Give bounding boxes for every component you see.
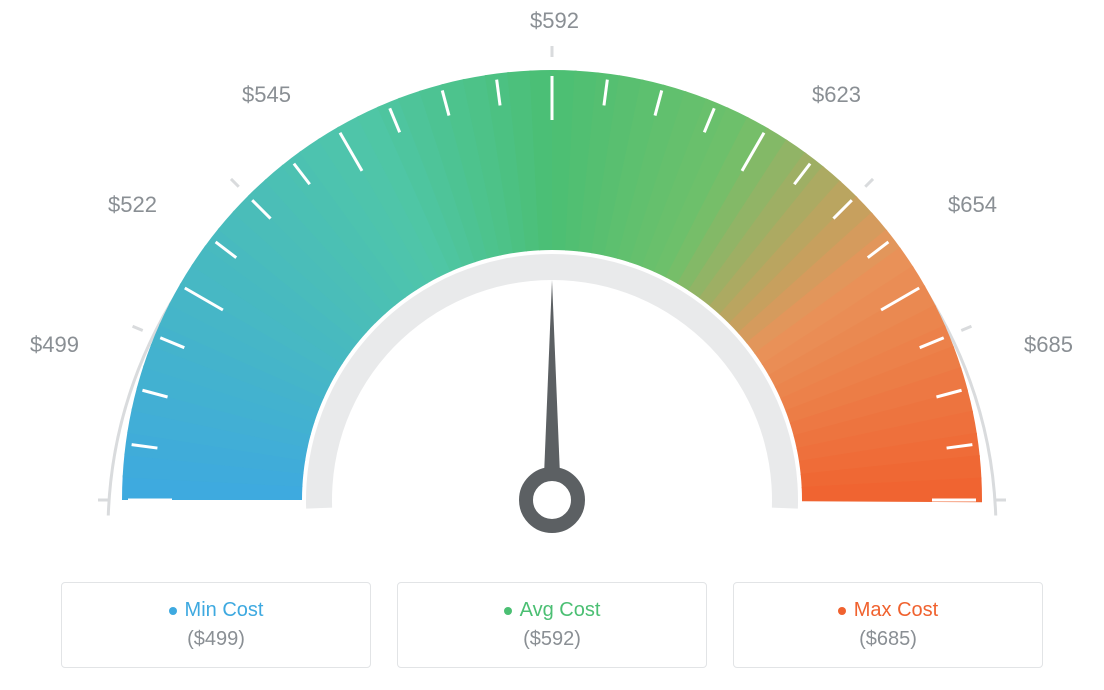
gauge-tick-label: $545 bbox=[242, 82, 291, 108]
legend-dot-avg bbox=[504, 607, 512, 615]
legend-card-max: Max Cost ($685) bbox=[733, 582, 1043, 668]
gauge-tick-label: $623 bbox=[812, 82, 861, 108]
legend-max-label: Max Cost bbox=[854, 599, 938, 622]
legend-max-top: Max Cost bbox=[838, 599, 938, 622]
legend-row: Min Cost ($499) Avg Cost ($592) Max Cost… bbox=[0, 582, 1104, 668]
legend-dot-min bbox=[169, 607, 177, 615]
legend-avg-value: ($592) bbox=[523, 628, 581, 651]
gauge-tick-label: $685 bbox=[1024, 332, 1073, 358]
gauge-tick-label: $654 bbox=[948, 192, 997, 218]
legend-min-value: ($499) bbox=[187, 628, 245, 651]
legend-avg-label: Avg Cost bbox=[520, 599, 601, 622]
gauge-svg bbox=[0, 0, 1104, 560]
legend-dot-max bbox=[838, 607, 846, 615]
legend-min-top: Min Cost bbox=[169, 599, 264, 622]
gauge-tick-label: $499 bbox=[30, 332, 79, 358]
gauge-tick-label: $592 bbox=[530, 8, 579, 34]
gauge-container: $499 $522 $545 $592 $623 $654 $685 bbox=[0, 0, 1104, 560]
legend-card-avg: Avg Cost ($592) bbox=[397, 582, 707, 668]
legend-card-min: Min Cost ($499) bbox=[61, 582, 371, 668]
legend-avg-top: Avg Cost bbox=[504, 599, 601, 622]
legend-max-value: ($685) bbox=[859, 628, 917, 651]
gauge-tick-label: $522 bbox=[108, 192, 157, 218]
legend-min-label: Min Cost bbox=[185, 599, 264, 622]
